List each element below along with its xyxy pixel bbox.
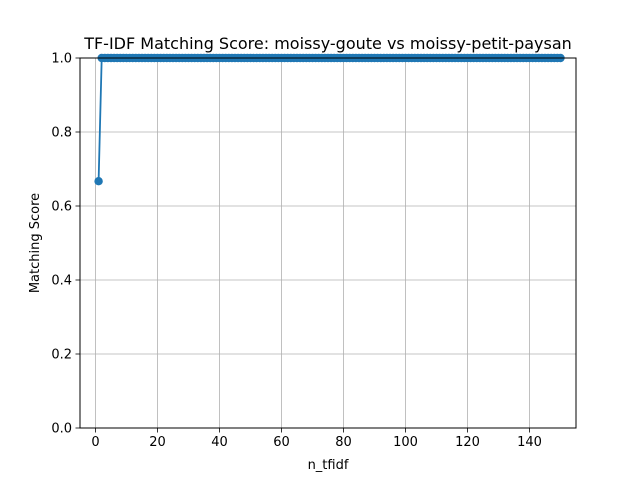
x-tick-label: 0 bbox=[91, 435, 99, 450]
y-tick-label: 1.0 bbox=[51, 52, 72, 67]
y-tick-label: 0.8 bbox=[51, 126, 72, 141]
x-tick-label: 80 bbox=[335, 435, 352, 450]
axis-ticks: 0 20 40 60 80 100 120 140 0.0 0.2 0.4 0.6 0.8 1.0 bbox=[51, 52, 542, 451]
x-tick-label: 60 bbox=[273, 435, 290, 450]
x-tick-label: 20 bbox=[149, 435, 166, 450]
y-tick-label: 0.2 bbox=[51, 348, 72, 363]
x-tick-label: 100 bbox=[393, 435, 418, 450]
chart-title: TF-IDF Matching Score: moissy-goute vs m… bbox=[83, 34, 572, 53]
y-tick-label: 0.6 bbox=[51, 200, 72, 215]
x-tick-label: 120 bbox=[455, 435, 480, 450]
x-tick-label: 40 bbox=[211, 435, 228, 450]
y-tick-label: 0.4 bbox=[51, 274, 72, 289]
x-axis-label: n_tfidf bbox=[308, 458, 349, 473]
axes-frame bbox=[79, 57, 577, 429]
x-tick-label: 140 bbox=[517, 435, 542, 450]
y-axis-label: Matching Score bbox=[28, 193, 43, 293]
y-tick-label: 0.0 bbox=[51, 422, 72, 437]
data-point bbox=[94, 177, 103, 186]
